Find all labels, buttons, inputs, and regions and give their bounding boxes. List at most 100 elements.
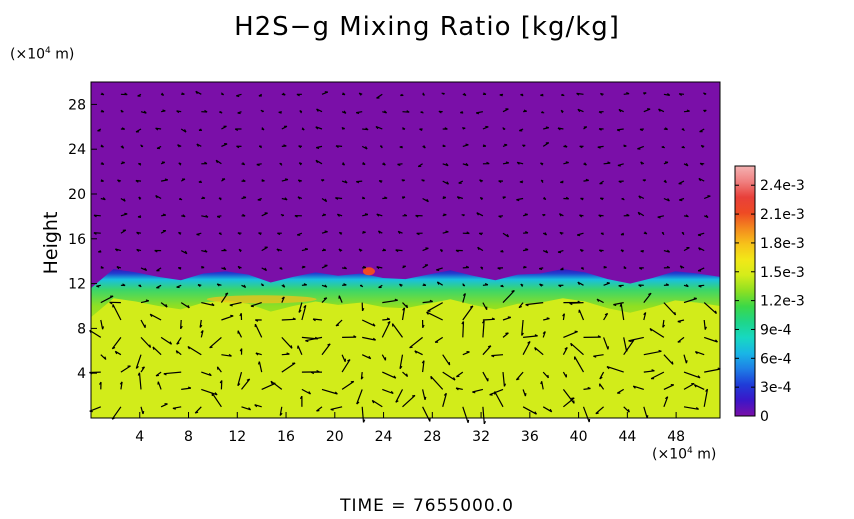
wind-vector [175, 350, 182, 356]
wind-vector [221, 143, 228, 147]
wind-vector [518, 302, 524, 309]
wind-vector [401, 196, 406, 200]
wind-vector [677, 319, 685, 323]
wind-vector [436, 267, 443, 272]
wind-vector [237, 371, 243, 387]
wind-vector [341, 110, 347, 114]
wind-vector [376, 266, 383, 270]
wind-vector [583, 335, 601, 338]
wind-vector [138, 196, 142, 200]
wind-vector [559, 231, 564, 235]
wind-vector [541, 111, 545, 114]
colorbar-tick-label: 0 [760, 409, 769, 425]
wind-vector [96, 284, 101, 288]
wind-vector [414, 350, 423, 356]
x-tick-label: 36 [521, 429, 539, 445]
wind-vector [597, 145, 604, 149]
wind-vector [181, 92, 185, 95]
wind-vector [120, 283, 126, 287]
local-maximum [362, 267, 375, 276]
wind-vector [281, 362, 296, 373]
wind-vector [422, 247, 429, 252]
wind-vector [489, 388, 504, 396]
wind-vector [321, 284, 328, 288]
wind-vector [643, 292, 652, 303]
wind-vector [606, 366, 624, 373]
wind-vector [335, 145, 343, 148]
wind-vector [321, 213, 326, 217]
wind-vector [430, 375, 444, 390]
wind-vector [194, 406, 202, 414]
wind-vector [378, 180, 383, 183]
wind-vector [301, 265, 306, 269]
wind-vector [160, 403, 168, 408]
wind-vector [422, 406, 431, 422]
wind-vector [156, 284, 162, 289]
wind-vector [301, 247, 309, 252]
y-tick-label: 24 [68, 142, 86, 158]
wind-vector [558, 213, 564, 217]
wind-vector [137, 215, 142, 218]
wind-vector [381, 321, 391, 338]
wind-vector [237, 330, 243, 338]
wind-vector [160, 336, 173, 345]
y-axis-unit: (×104 m) [10, 46, 75, 63]
x-tick-label: 4 [135, 429, 144, 445]
wind-vector [638, 195, 645, 200]
wind-vector [155, 194, 162, 200]
wind-vector [201, 196, 206, 200]
wind-vector [120, 109, 124, 113]
x-axis-unit: (×104 m) [652, 446, 717, 463]
wind-vector [177, 267, 182, 270]
colorbar-tick-label: 1.2e-3 [760, 294, 805, 310]
wind-vector [703, 92, 707, 95]
wind-vector [341, 354, 346, 362]
wind-vector [362, 127, 369, 131]
wind-vector [623, 144, 627, 147]
wind-vector [220, 292, 229, 303]
wind-vector [502, 161, 510, 165]
wind-vector [698, 247, 705, 252]
wind-vector [296, 93, 302, 97]
wind-vector [120, 127, 126, 130]
wind-vector [643, 92, 647, 95]
y-tick-label: 20 [68, 187, 86, 203]
wind-vector [156, 145, 162, 150]
high-value-streak [206, 295, 317, 304]
wind-vector [616, 128, 624, 132]
wind-vector [316, 145, 323, 150]
wind-vector [422, 319, 425, 328]
wind-vector [120, 161, 125, 165]
wind-vector [176, 337, 182, 345]
wind-vector [198, 180, 202, 183]
wind-vector [499, 93, 504, 97]
wind-vector [360, 372, 364, 380]
wind-vector [297, 179, 303, 183]
wind-vector [577, 232, 584, 237]
wind-vector [201, 161, 208, 165]
wind-vector [321, 179, 325, 182]
wind-vector [281, 296, 285, 303]
wind-vector [120, 212, 128, 217]
wind-vector [236, 145, 242, 149]
wind-vector [502, 332, 509, 338]
wind-vector [595, 406, 604, 415]
colorbar-tick-label: 2.1e-3 [760, 207, 805, 223]
wind-vector [261, 127, 265, 131]
y-tick-label: 12 [68, 277, 86, 293]
wind-vector [362, 161, 366, 166]
wind-vector [650, 371, 665, 380]
time-label: TIME = 7655000.0 [340, 496, 514, 516]
wind-vector [519, 128, 524, 132]
wind-vector [100, 109, 105, 113]
plot-frame [90, 81, 721, 419]
wind-vector [458, 180, 464, 184]
wind-vector [599, 371, 605, 380]
wind-vector [376, 93, 383, 99]
wind-vector [542, 142, 550, 147]
wind-vector [178, 162, 182, 166]
wind-vector [663, 93, 671, 96]
wind-vector [321, 230, 328, 234]
wind-vector [599, 180, 604, 185]
wind-vector [218, 197, 222, 201]
